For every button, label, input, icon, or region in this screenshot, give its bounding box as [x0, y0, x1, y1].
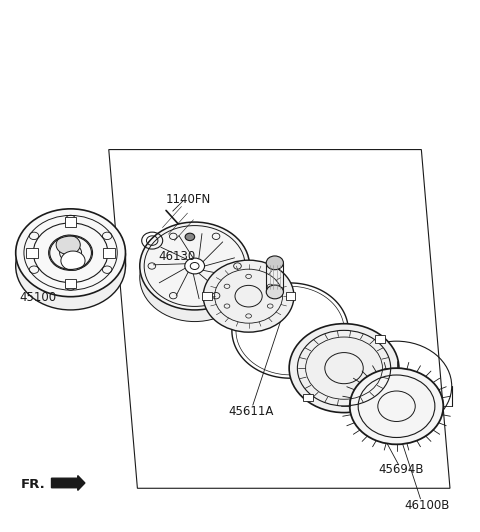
Ellipse shape	[140, 222, 250, 310]
Text: FR.: FR.	[21, 478, 45, 491]
Ellipse shape	[185, 233, 195, 240]
FancyBboxPatch shape	[65, 217, 76, 227]
Text: 45694B: 45694B	[378, 463, 424, 476]
FancyBboxPatch shape	[26, 248, 38, 257]
FancyBboxPatch shape	[303, 394, 312, 401]
FancyBboxPatch shape	[103, 248, 115, 257]
Ellipse shape	[289, 323, 399, 413]
Ellipse shape	[16, 209, 125, 297]
Text: 45100: 45100	[20, 291, 57, 304]
FancyBboxPatch shape	[202, 293, 212, 300]
Ellipse shape	[203, 260, 294, 332]
Ellipse shape	[16, 222, 125, 310]
Text: 46100B: 46100B	[405, 498, 450, 512]
Ellipse shape	[266, 256, 283, 270]
Text: 45611A: 45611A	[228, 405, 274, 418]
Text: 46130: 46130	[159, 250, 196, 263]
Text: 1140FN: 1140FN	[166, 193, 211, 206]
FancyBboxPatch shape	[286, 293, 295, 300]
Ellipse shape	[350, 368, 444, 444]
FancyBboxPatch shape	[375, 335, 385, 343]
FancyArrow shape	[51, 476, 85, 491]
Ellipse shape	[61, 251, 85, 270]
Ellipse shape	[140, 234, 250, 321]
FancyBboxPatch shape	[65, 279, 76, 288]
Ellipse shape	[266, 285, 283, 299]
Ellipse shape	[185, 258, 204, 274]
Ellipse shape	[56, 235, 80, 254]
